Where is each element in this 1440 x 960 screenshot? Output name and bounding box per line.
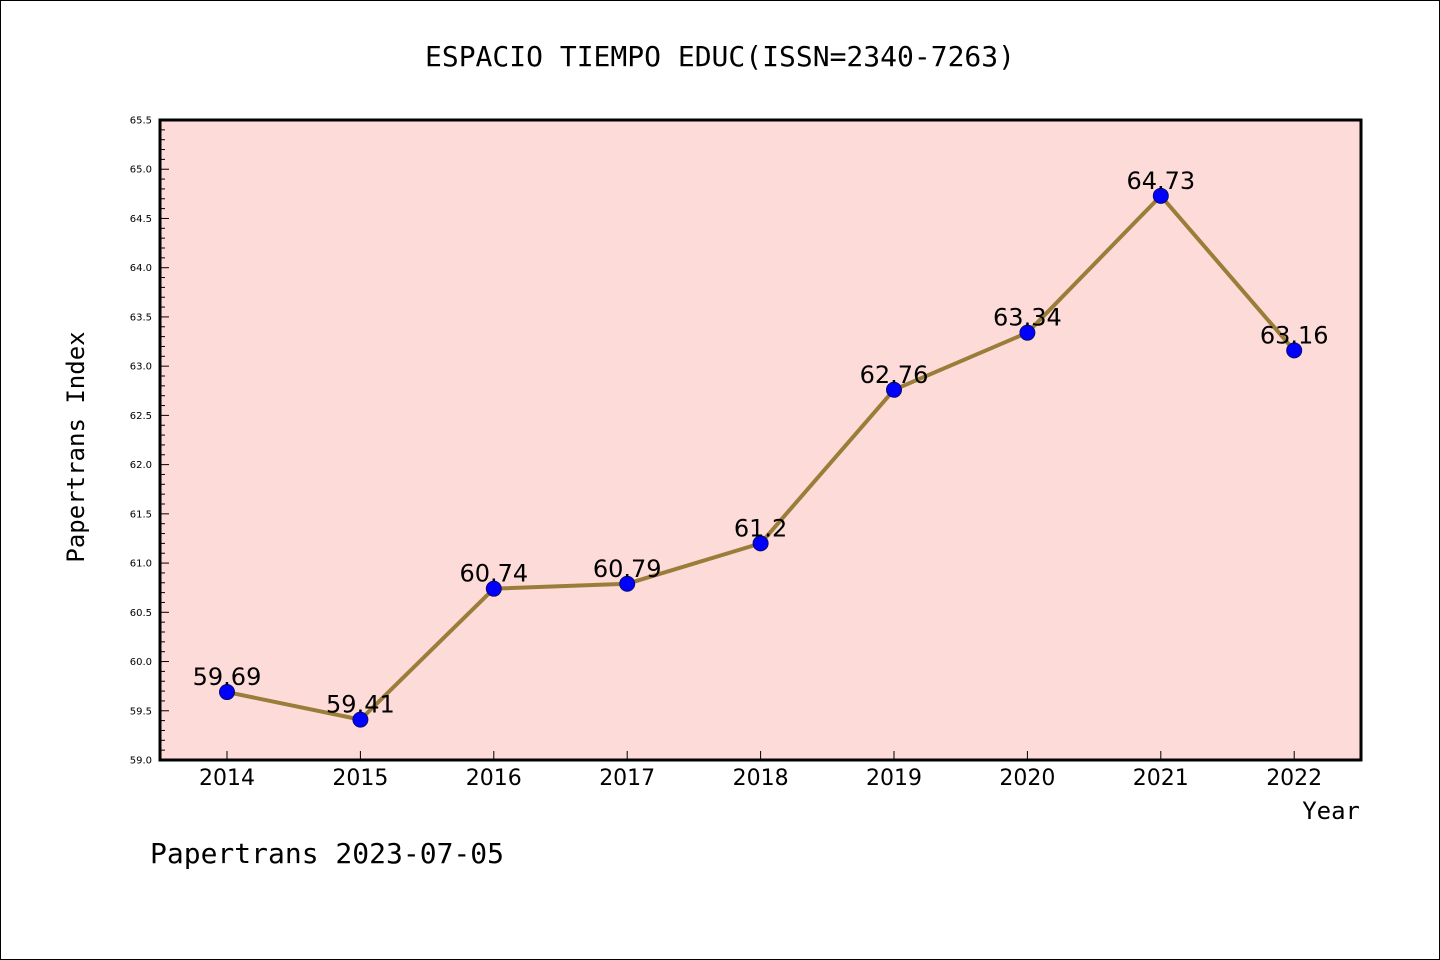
data-label: 64.73 (1126, 167, 1195, 195)
data-point (752, 535, 769, 552)
y-tick-label: 60.0 (130, 657, 152, 668)
y-tick-label: 59.0 (130, 756, 152, 767)
x-tick-label: 2014 (199, 766, 255, 791)
y-axis-label: Papertrans Index (62, 331, 90, 562)
data-point (619, 575, 636, 592)
data-label: 62.76 (860, 361, 929, 389)
x-tick-label: 2021 (1133, 766, 1189, 791)
data-point (1152, 187, 1169, 204)
y-axis-ticks: 59.0 59.5 60.0 60.5 61.0 61.5 62.0 62.5 63.0 63.5… (130, 116, 169, 767)
y-tick-label: 65.0 (130, 165, 152, 176)
y-tick-label: 60.5 (130, 608, 152, 619)
series-layer: 59.69 59.41 60.74 60.79 61.2 62.76 63.34 64.73 6… (193, 167, 1329, 728)
data-label: 63.34 (993, 304, 1062, 332)
y-tick-label: 61.0 (130, 559, 152, 570)
y-tick-label: 65.5 (130, 116, 152, 127)
data-label: 60.79 (593, 555, 662, 583)
x-tick-label: 2022 (1266, 766, 1322, 791)
data-point (1286, 342, 1303, 359)
data-point (219, 684, 235, 701)
y-tick-label: 59.5 (130, 706, 152, 717)
y-tick-label: 62.0 (130, 460, 152, 471)
data-label: 59.41 (326, 691, 395, 719)
y-tick-label: 63.0 (130, 362, 152, 373)
x-axis-label: Year (1302, 797, 1360, 825)
data-label: 59.69 (193, 663, 262, 691)
x-tick-label: 2018 (733, 766, 789, 791)
data-label: 63.16 (1260, 321, 1329, 349)
data-point (886, 381, 902, 398)
x-tick-label: 2020 (999, 766, 1055, 791)
footer-stamp: Papertrans 2023-07-05 (150, 837, 504, 870)
chart-title: ESPACIO TIEMPO EDUC(ISSN=2340-7263) (425, 40, 1015, 73)
data-label: 61.2 (734, 514, 787, 542)
x-tick-label: 2019 (866, 766, 922, 791)
data-point (1019, 324, 1036, 341)
x-tick-label: 2017 (599, 766, 655, 791)
plot-area (160, 120, 1361, 760)
plot-border (158, 118, 1363, 762)
data-point (485, 580, 502, 597)
y-tick-label: 62.5 (130, 411, 152, 422)
x-tick-label: 2015 (332, 766, 388, 791)
x-tick-label: 2016 (466, 766, 522, 791)
data-label: 60.74 (459, 560, 528, 588)
y-tick-label: 61.5 (130, 509, 152, 520)
x-axis-ticks: 2014 2015 2016 2017 2018 2019 2020 2021 2022 (199, 751, 1322, 791)
y-tick-label: 64.0 (130, 263, 152, 274)
y-tick-label: 64.5 (130, 214, 152, 225)
data-point (352, 711, 369, 728)
y-tick-label: 63.5 (130, 312, 152, 323)
